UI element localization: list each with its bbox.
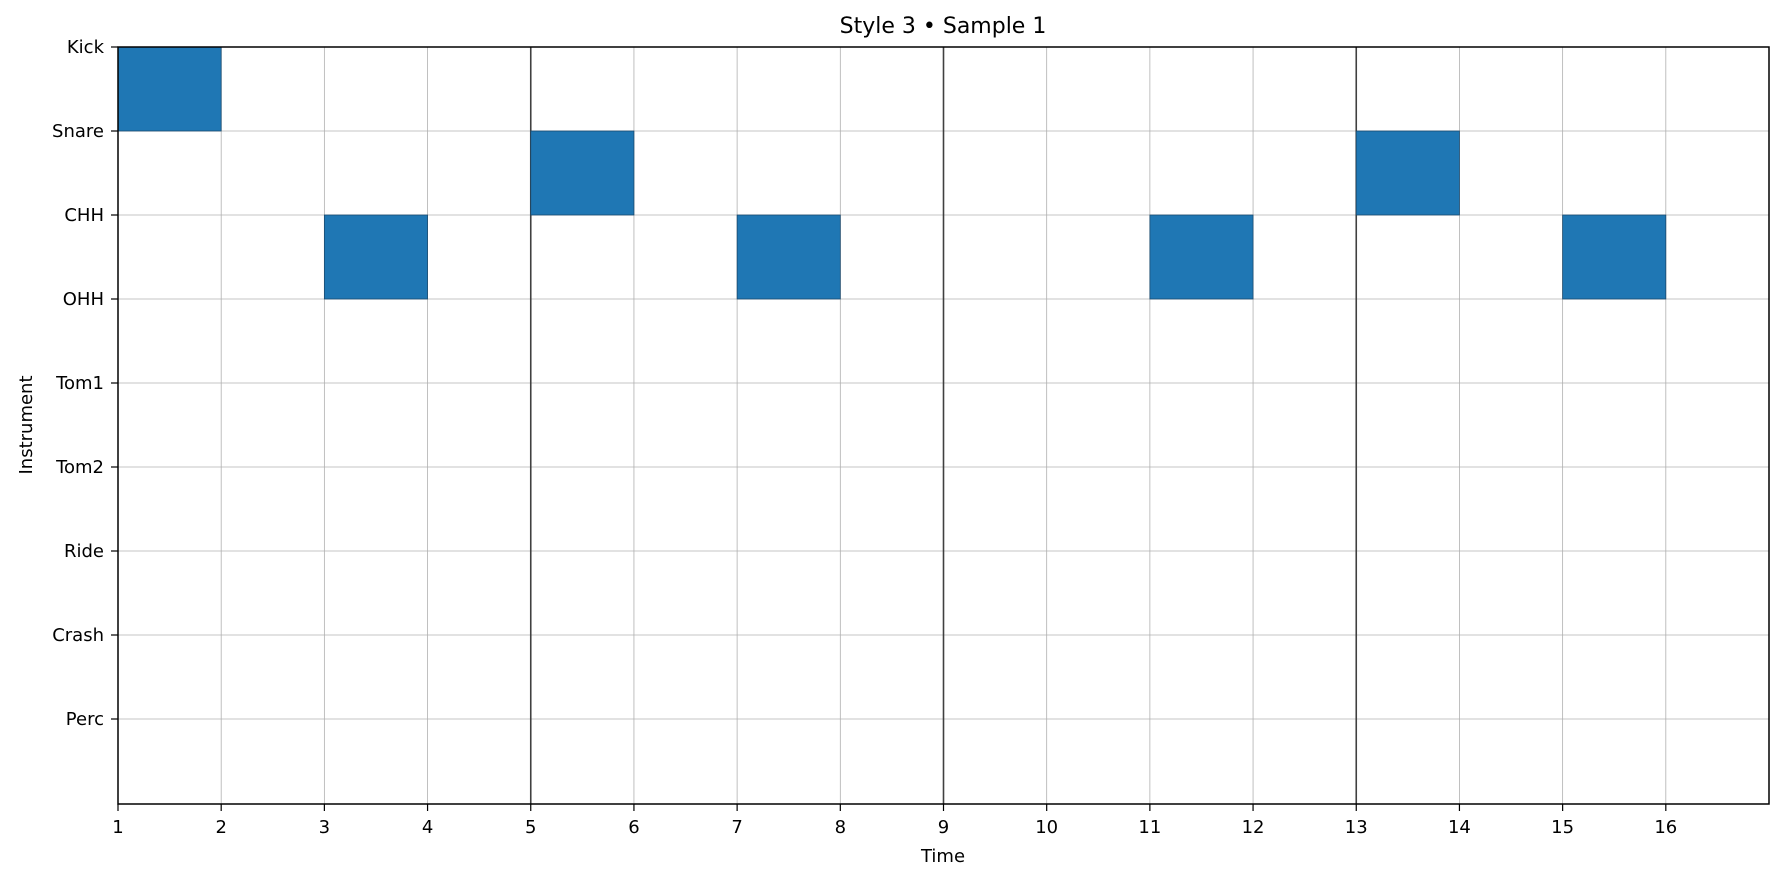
x-tick-label: 16 bbox=[1654, 817, 1677, 838]
y-tick-label: Crash bbox=[52, 625, 104, 646]
x-tick-label: 6 bbox=[628, 817, 639, 838]
note-cell-chh-11 bbox=[1149, 214, 1254, 300]
y-tick-label: Ride bbox=[64, 541, 104, 562]
y-tick-label: Tom2 bbox=[55, 457, 104, 478]
x-tick-label: 4 bbox=[422, 817, 433, 838]
x-tick-label: 11 bbox=[1138, 817, 1161, 838]
chart-title: Style 3 • Sample 1 bbox=[840, 14, 1047, 39]
y-tick-label: Perc bbox=[66, 709, 104, 730]
x-tick-label: 7 bbox=[731, 817, 742, 838]
x-tick-label: 8 bbox=[835, 817, 846, 838]
y-tick-label: Kick bbox=[67, 37, 105, 58]
x-tick-label: 5 bbox=[525, 817, 536, 838]
x-tick-label: 2 bbox=[215, 817, 226, 838]
y-axis-ticks: Kick Snare CHH OHH Tom1 Tom2 Ride Crash Perc bbox=[52, 37, 118, 730]
x-tick-label: 1 bbox=[112, 817, 123, 838]
x-tick-label: 15 bbox=[1551, 817, 1574, 838]
y-tick-label: CHH bbox=[64, 205, 104, 226]
x-tick-label: 3 bbox=[319, 817, 330, 838]
x-axis-ticks: 1 2 3 4 5 6 7 8 9 10 11 12 13 14 15 16 bbox=[112, 804, 1677, 838]
y-axis-label: Instrument bbox=[16, 375, 37, 474]
x-tick-label: 13 bbox=[1345, 817, 1368, 838]
note-cell-snare-13 bbox=[1355, 130, 1460, 216]
plot-area bbox=[117, 46, 1770, 805]
x-tick-label: 14 bbox=[1448, 817, 1471, 838]
note-cell-chh-15 bbox=[1562, 214, 1667, 300]
note-cell-chh-7 bbox=[736, 214, 841, 300]
x-tick-label: 10 bbox=[1035, 817, 1058, 838]
x-tick-label: 12 bbox=[1242, 817, 1265, 838]
x-tick-label: 9 bbox=[938, 817, 949, 838]
note-cell-chh-3 bbox=[323, 214, 428, 300]
x-axis-label: Time bbox=[920, 846, 965, 867]
note-cell-kick-1 bbox=[117, 46, 222, 132]
y-tick-label: OHH bbox=[63, 289, 104, 310]
y-tick-label: Tom1 bbox=[55, 373, 104, 394]
y-tick-label: Snare bbox=[52, 121, 104, 142]
note-cells bbox=[117, 46, 1667, 300]
note-cell-snare-5 bbox=[530, 130, 635, 216]
